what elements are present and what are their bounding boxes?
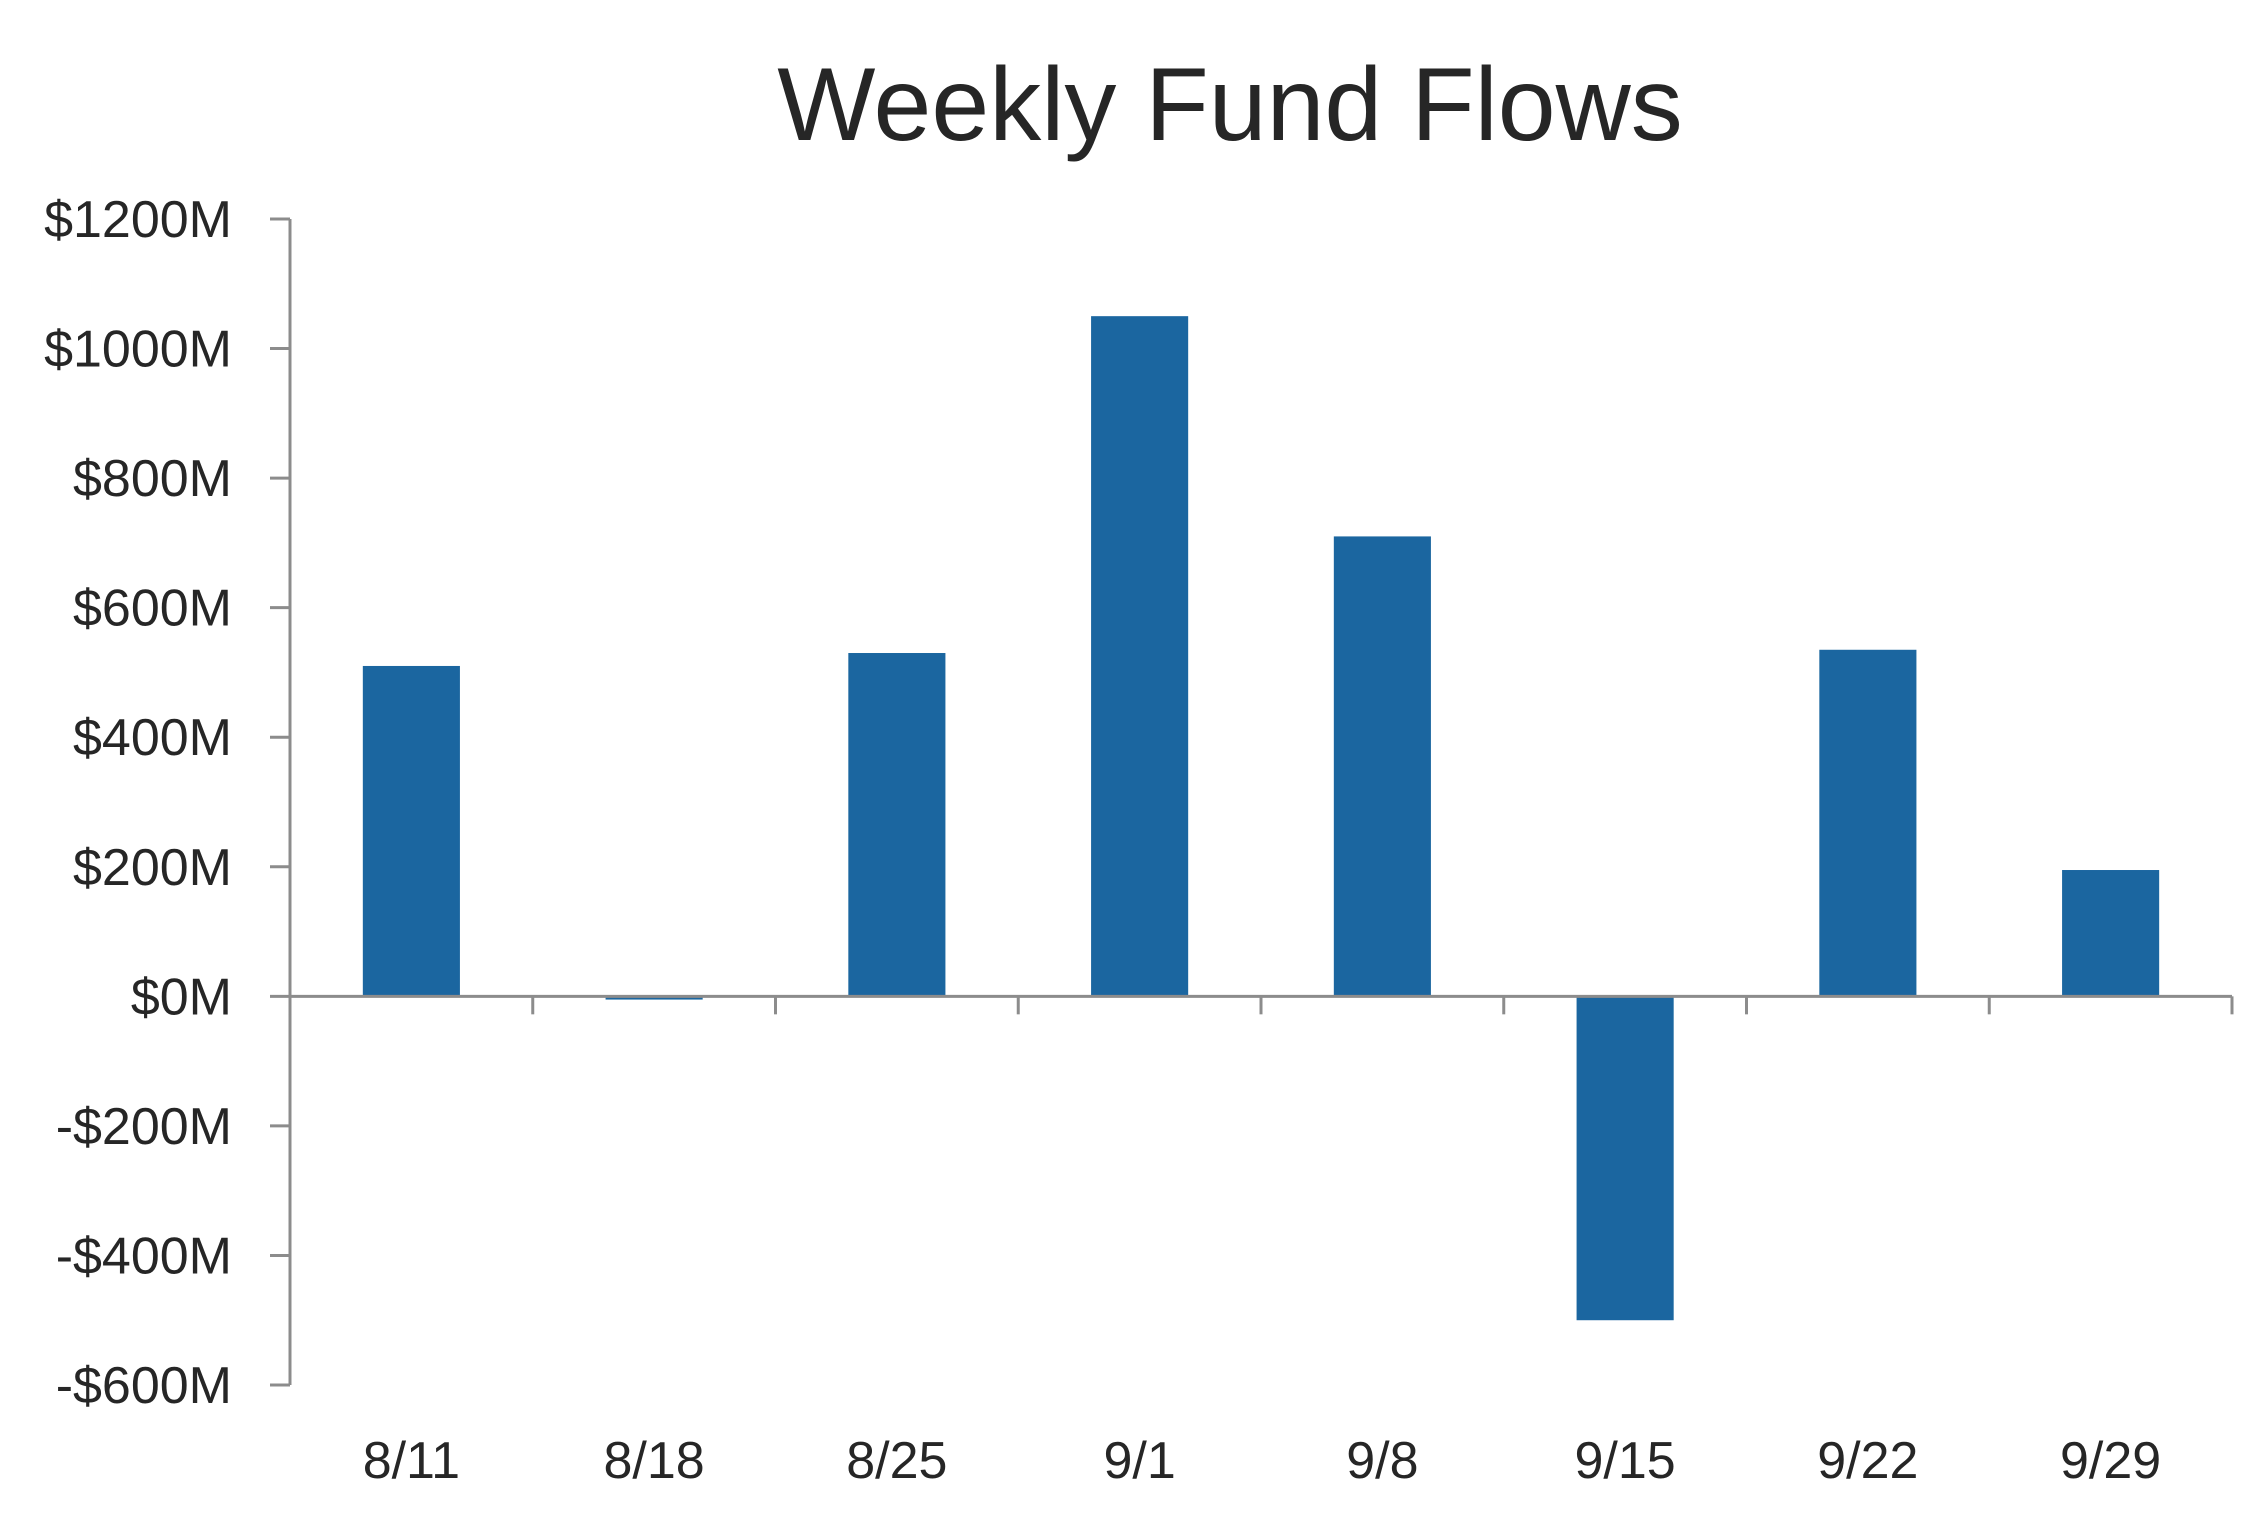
bar-9-1 (1091, 316, 1189, 997)
y-tick-label: $1200M (44, 191, 232, 249)
x-tick-label: 8/25 (846, 1432, 947, 1490)
bar-8-18 (605, 996, 703, 1000)
y-tick-label: $600M (73, 580, 232, 638)
x-tick-label: 8/11 (363, 1432, 460, 1490)
x-tick-label: 9/8 (1346, 1432, 1418, 1490)
bar-8-25 (848, 653, 946, 997)
bar-9-15 (1576, 996, 1674, 1321)
y-tick-label: $200M (73, 839, 232, 897)
bar-group (362, 316, 2160, 1321)
x-tick-label: 8/18 (604, 1432, 705, 1490)
x-tick-label: 9/15 (1575, 1432, 1676, 1490)
y-tick-label: $1000M (44, 321, 232, 379)
x-tick-label: 9/1 (1103, 1432, 1175, 1490)
y-tick-label: $400M (73, 709, 232, 767)
y-tick-label: -$600M (56, 1357, 232, 1415)
x-axis: 8/11 8/18 8/25 9/1 9/8 9/15 9/22 9/29 (288, 994, 2234, 1490)
bar-9-8 (1333, 536, 1431, 997)
x-tick-label: 9/29 (2060, 1432, 2161, 1490)
bar-9-22 (1819, 649, 1917, 997)
y-axis: $1200M $1000M $800M $600M $400M $200M $0M -$200… (44, 191, 292, 1415)
y-tick-label: -$200M (56, 1098, 232, 1156)
bar-8-11 (362, 665, 460, 997)
y-tick-label: $0M (131, 968, 232, 1026)
x-tick-label: 9/22 (1817, 1432, 1918, 1490)
y-tick-label: -$400M (56, 1227, 232, 1285)
chart-title: Weekly Fund Flows (777, 47, 1682, 163)
y-tick-label: $800M (73, 450, 232, 508)
bar-9-29 (2062, 870, 2160, 997)
